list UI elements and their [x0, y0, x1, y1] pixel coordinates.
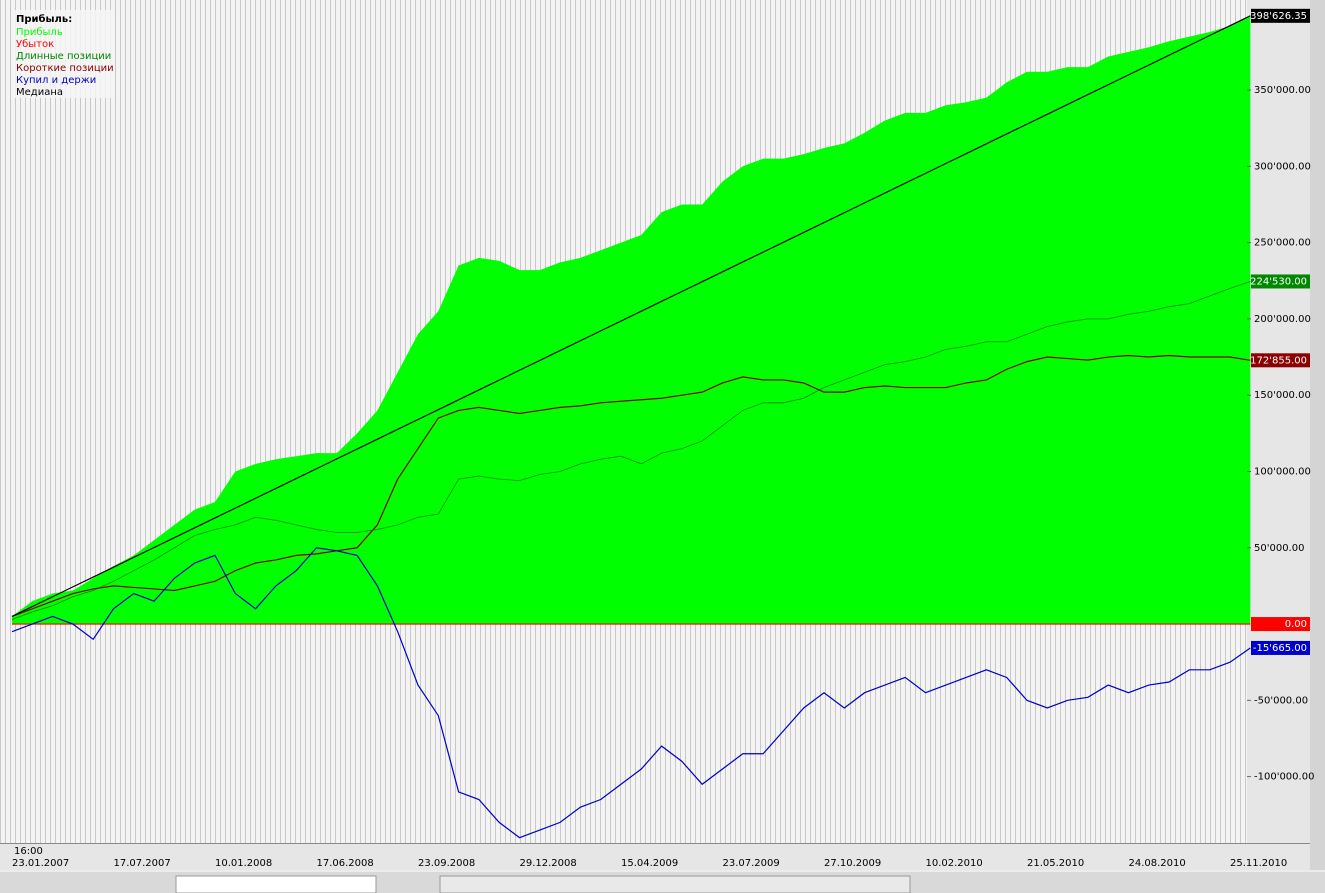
profit-area: [12, 15, 1251, 625]
series-line: [11, 281, 1251, 620]
y-tick-label: -100'000.00: [1254, 772, 1314, 783]
value-label-box: [1251, 640, 1310, 655]
x-tick-label: 23.07.2009: [723, 858, 780, 869]
series-line: [11, 15, 1251, 617]
legend-box: [12, 10, 114, 98]
value-axis-panel: [1247, 0, 1310, 843]
series-line: [11, 354, 1251, 617]
value-label: 398'626.35: [1250, 11, 1307, 22]
legend-entry: Короткие позиции: [16, 63, 114, 74]
time-label: 16:00: [14, 846, 43, 857]
x-tick-label: 10.01.2008: [215, 858, 272, 869]
value-label-box: [1251, 274, 1310, 289]
x-tick-label: 25.11.2010: [1230, 858, 1287, 869]
x-tick-label: 23.01.2007: [12, 858, 69, 869]
x-tick-label: 17.06.2008: [317, 858, 374, 869]
x-tick-label: 23.09.2008: [418, 858, 475, 869]
x-tick-label: 24.08.2010: [1129, 858, 1186, 869]
marks: [11, 15, 1251, 839]
value-label-box: [1251, 353, 1310, 368]
y-tick-label: 50'000.00: [1254, 543, 1304, 554]
value-label: 224'530.00: [1250, 276, 1307, 287]
y-tick-label: 100'000.00: [1254, 466, 1311, 477]
value-label: 172'855.00: [1250, 355, 1307, 366]
time-axis-panel: [0, 843, 1310, 870]
scrollbar[interactable]: [1310, 0, 1325, 870]
legend-entry: Медиана: [16, 87, 63, 98]
legend-entry: Длинные позиции: [16, 51, 111, 62]
toolbar-field[interactable]: [175, 875, 377, 893]
y-tick-label: -50'000.00: [1254, 695, 1308, 706]
y-tick-label: 350'000.00: [1254, 85, 1311, 96]
value-label: 0.00: [1285, 619, 1307, 630]
x-tick-label: 17.07.2007: [114, 858, 171, 869]
legend-entry: Убыток: [16, 39, 54, 50]
x-tick-label: 21.05.2010: [1027, 858, 1084, 869]
y-tick-label: 150'000.00: [1254, 390, 1311, 401]
series-line: [11, 547, 1251, 839]
x-tick-label: 27.10.2009: [824, 858, 881, 869]
y-tick-label: 250'000.00: [1254, 238, 1311, 249]
y-tick-label: 300'000.00: [1254, 161, 1311, 172]
legend-entry: Прибыль: [16, 27, 63, 38]
legend-entry: Купил и держи: [16, 75, 96, 86]
toolbar-tabs[interactable]: [439, 875, 911, 893]
x-tick-label: 10.02.2010: [926, 858, 983, 869]
x-tick-label: 15.04.2009: [621, 858, 678, 869]
y-tick-label: 200'000.00: [1254, 314, 1311, 325]
legend-title: Прибыль:: [16, 13, 72, 25]
x-tick-label: 29.12.2008: [520, 858, 577, 869]
value-label-box: [1251, 617, 1310, 632]
value-label-box: [1251, 8, 1310, 23]
value-label: -15'665.00: [1253, 643, 1307, 654]
